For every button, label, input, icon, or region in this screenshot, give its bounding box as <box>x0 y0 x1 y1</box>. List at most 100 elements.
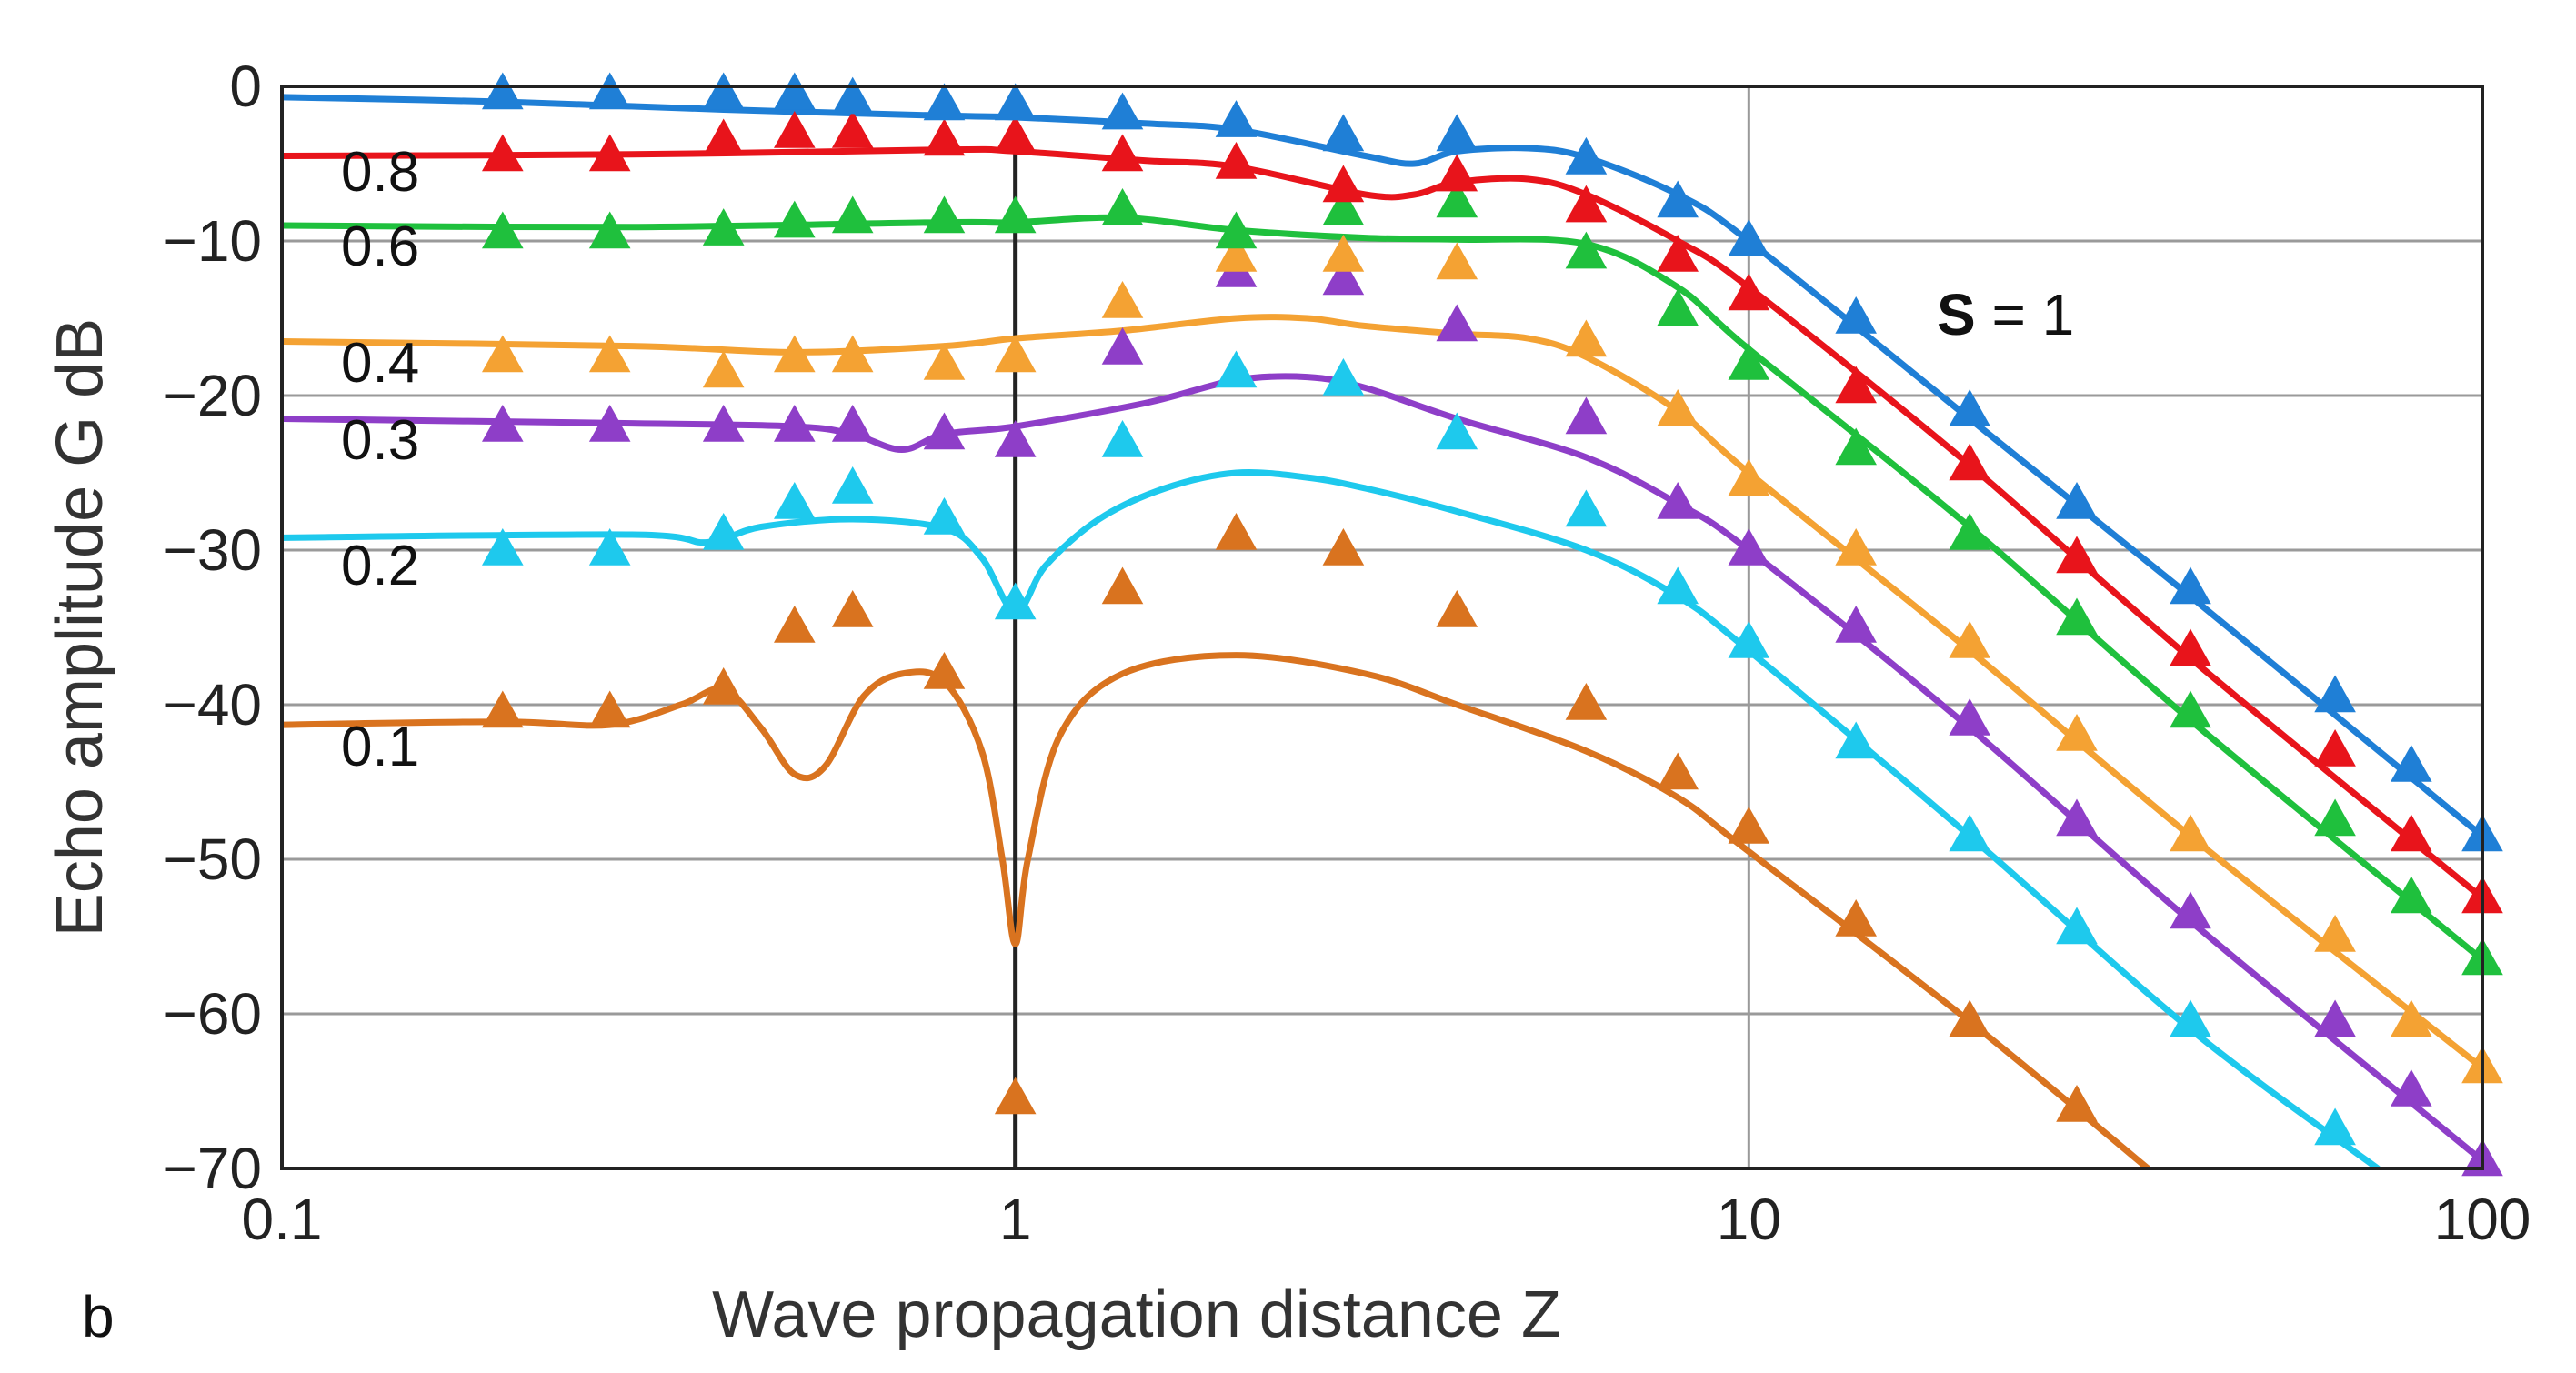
marker-0-3 <box>1101 327 1144 365</box>
marker-0-6 <box>588 211 631 249</box>
annotation-s: S <box>1937 282 1976 347</box>
marker-0-8 <box>923 118 966 156</box>
marker-0-3 <box>702 405 745 442</box>
marker-0-4 <box>1728 458 1770 496</box>
marker-s-1 <box>588 72 631 110</box>
marker-0-2 <box>2170 999 2211 1037</box>
marker-0-3 <box>923 412 966 450</box>
marker-0-3 <box>2391 1069 2432 1107</box>
marker-0-8 <box>482 134 524 172</box>
marker-0-2 <box>1436 412 1478 450</box>
marker-0-2 <box>1565 489 1608 527</box>
y-tick-label: 0 <box>229 54 262 119</box>
marker-0-6 <box>923 195 966 234</box>
marker-0-1 <box>774 606 816 643</box>
marker-0-2 <box>994 582 1037 620</box>
marker-s-1 <box>1565 136 1608 175</box>
marker-0-8 <box>1215 142 1258 179</box>
marker-0-1 <box>994 1077 1037 1115</box>
marker-0-2 <box>482 528 524 566</box>
marker-s-1 <box>994 83 1037 121</box>
marker-0-2 <box>1101 420 1144 457</box>
marker-0-1 <box>1322 528 1365 566</box>
marker-0-6 <box>2391 876 2432 914</box>
marker-0-4 <box>2170 814 2211 852</box>
marker-0-3 <box>1728 528 1770 566</box>
y-tick-label: −70 <box>163 1136 262 1201</box>
marker-0-6 <box>1565 231 1608 269</box>
marker-0-3 <box>1436 304 1478 342</box>
marker-0-1 <box>831 590 874 627</box>
marker-s-1 <box>1657 180 1699 218</box>
marker-0-6 <box>831 195 874 234</box>
marker-0-3 <box>588 405 631 442</box>
marker-0-1 <box>1215 513 1258 550</box>
marker-0-6 <box>774 200 816 238</box>
marker-s-1 <box>774 72 816 110</box>
marker-0-1 <box>1101 566 1144 605</box>
marker-0-6 <box>1728 343 1770 380</box>
marker-0-4 <box>1101 281 1144 318</box>
marker-s-1 <box>1215 100 1258 137</box>
series-line-s-1 <box>282 94 2486 839</box>
x-tick-label: 100 <box>2434 1187 2531 1252</box>
marker-s-1 <box>1101 92 1144 130</box>
marker-0-8 <box>1565 185 1608 223</box>
marker-0-2 <box>1322 358 1365 396</box>
marker-0-8 <box>588 134 631 172</box>
curve-label-0-4: 0.4 <box>341 332 419 395</box>
marker-0-6 <box>1101 188 1144 225</box>
marker-0-6 <box>2314 798 2356 837</box>
marker-0-1 <box>1835 899 1877 937</box>
marker-0-2 <box>2056 907 2098 945</box>
marker-0-3 <box>1835 606 1877 643</box>
marker-0-3 <box>1657 482 1699 519</box>
marker-0-4 <box>831 335 874 373</box>
marker-0-2 <box>831 466 874 504</box>
marker-0-8 <box>1101 134 1144 172</box>
marker-0-4 <box>1322 235 1365 272</box>
marker-0-6 <box>1657 288 1699 326</box>
marker-0-8 <box>1657 235 1699 272</box>
marker-s-1 <box>1728 219 1770 256</box>
marker-s-1 <box>1835 296 1877 334</box>
marker-0-2 <box>1728 621 1770 658</box>
marker-0-4 <box>482 335 524 373</box>
marker-0-4 <box>774 335 816 373</box>
y-tick-label: −10 <box>163 208 262 274</box>
marker-0-2 <box>1215 350 1258 388</box>
marker-0-4 <box>1657 389 1699 426</box>
marker-0-6 <box>1322 188 1365 225</box>
marker-s-1 <box>1949 389 1990 426</box>
marker-0-6 <box>994 195 1037 234</box>
marker-s-1 <box>923 83 966 121</box>
marker-0-6 <box>2170 690 2211 728</box>
marker-s-1 <box>702 72 745 110</box>
marker-0-3 <box>2056 798 2098 837</box>
marker-0-4 <box>1835 528 1877 566</box>
series-markers <box>482 72 2503 1177</box>
curve-label-0-6: 0.6 <box>341 215 419 278</box>
marker-0-4 <box>1565 319 1608 357</box>
marker-0-4 <box>1215 235 1258 272</box>
x-tick-label: 1 <box>999 1187 1032 1252</box>
plot-frame <box>280 85 2484 1170</box>
x-tick-label: 0.1 <box>242 1187 323 1252</box>
marker-0-2 <box>1835 721 1877 759</box>
marker-0-4 <box>2056 714 2098 751</box>
y-axis-title: Echo amplitude G dB <box>44 318 116 937</box>
marker-0-6 <box>1215 211 1258 249</box>
marker-0-1 <box>1657 752 1699 790</box>
marker-0-8 <box>2056 536 2098 574</box>
curve-label-0-1: 0.1 <box>341 716 419 778</box>
marker-0-6 <box>1436 180 1478 218</box>
x-tick-label: 10 <box>1717 1187 1781 1252</box>
marker-0-2 <box>588 528 631 566</box>
marker-0-8 <box>1835 366 1877 404</box>
marker-0-4 <box>702 350 745 388</box>
marker-0-8 <box>1728 273 1770 311</box>
marker-0-3 <box>1322 257 1365 296</box>
curve-label-0-3: 0.3 <box>341 409 419 472</box>
marker-0-3 <box>482 405 524 442</box>
